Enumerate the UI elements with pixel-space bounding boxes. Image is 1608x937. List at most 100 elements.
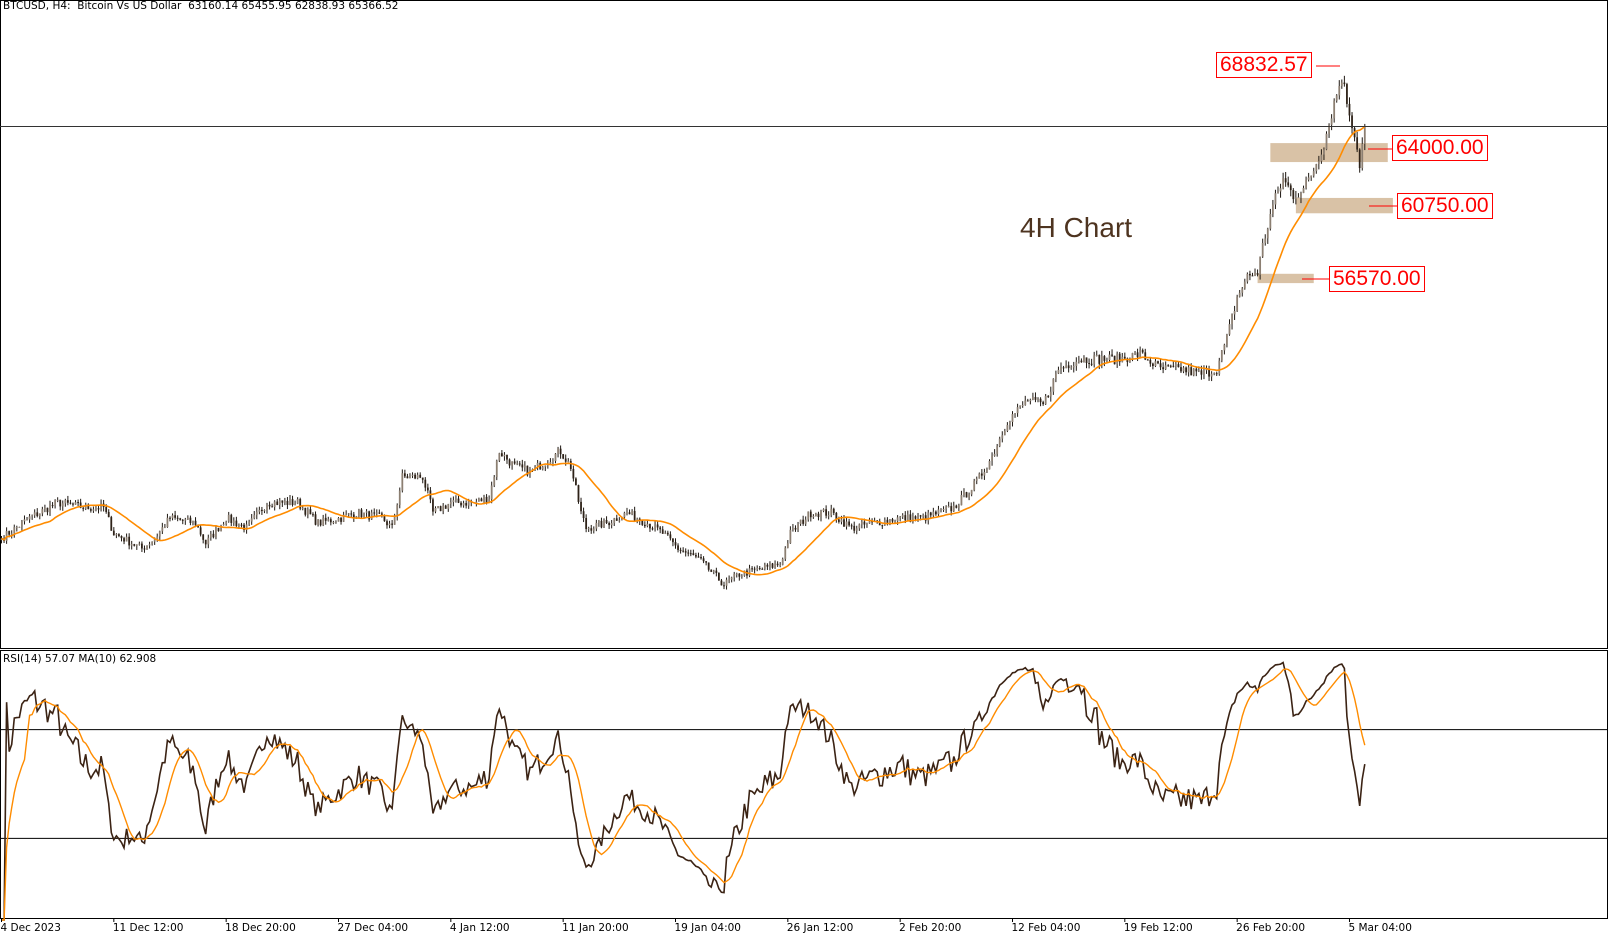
- candle-body: [1060, 367, 1062, 370]
- candle-body: [1215, 373, 1218, 375]
- candle-body: [120, 535, 123, 539]
- candle-body: [955, 505, 958, 508]
- candle-body: [312, 514, 314, 516]
- candle-body: [107, 511, 110, 518]
- candle-body: [1274, 193, 1277, 205]
- candle-body: [0, 538, 3, 541]
- candle-body: [1009, 422, 1011, 426]
- candle-body: [1077, 360, 1080, 362]
- candle-body: [181, 519, 184, 521]
- candle-body: [940, 509, 942, 511]
- rsi-panel-border: [0, 650, 1608, 919]
- candle-body: [123, 538, 125, 542]
- candle-body: [1118, 353, 1121, 363]
- candle-body: [383, 515, 386, 522]
- candle-body: [373, 512, 376, 514]
- candle-body: [1210, 373, 1213, 377]
- candle-body: [1167, 365, 1170, 367]
- candle-body: [804, 519, 807, 524]
- candle-body: [975, 478, 978, 481]
- level-label-56570: 56570.00: [1329, 266, 1425, 292]
- candle-body: [301, 507, 304, 509]
- candle-body: [1259, 256, 1262, 275]
- candle-body: [291, 499, 294, 505]
- candle-body: [358, 509, 360, 517]
- candle-body: [1231, 314, 1233, 325]
- candle-body: [1213, 373, 1216, 375]
- x-axis-tick-label: 4 Dec 2023: [0, 922, 61, 934]
- candle-body: [631, 510, 633, 515]
- rsi-moving-average-line: [1, 668, 1366, 921]
- candle-body: [485, 496, 488, 503]
- candle-body: [483, 496, 485, 502]
- candle-body: [498, 453, 501, 461]
- candle-body: [1131, 352, 1134, 360]
- candle-body: [557, 448, 559, 454]
- candle-body: [324, 517, 327, 521]
- candle-body: [51, 505, 54, 507]
- candle-body: [786, 543, 789, 548]
- candle-body: [286, 500, 289, 505]
- candle-body: [1108, 354, 1111, 361]
- candle-body: [273, 501, 276, 508]
- candle-body: [863, 521, 866, 525]
- candle-body: [636, 518, 639, 521]
- candle-body: [189, 517, 192, 523]
- candle-body: [1144, 352, 1147, 360]
- candle-body: [575, 478, 577, 486]
- candle-body: [1024, 400, 1027, 406]
- chart-annotation-title: 4H Chart: [1020, 212, 1133, 243]
- candle-body: [1317, 161, 1320, 165]
- candle-body: [595, 522, 598, 529]
- candle-body: [133, 544, 136, 546]
- candle-body: [1088, 362, 1090, 364]
- candle-body: [894, 521, 896, 523]
- candle-body: [105, 507, 108, 512]
- candle-body: [1284, 178, 1287, 183]
- candle-body: [1315, 164, 1318, 172]
- candle-body: [248, 521, 251, 525]
- candle-body: [1348, 103, 1351, 116]
- candle-body: [365, 511, 368, 513]
- candle-body: [421, 477, 424, 480]
- candle-body: [1305, 179, 1307, 188]
- candle-body: [141, 543, 143, 549]
- candle-body: [10, 533, 13, 535]
- candle-body: [590, 528, 593, 531]
- candle-body: [771, 563, 774, 568]
- candle-body: [797, 523, 799, 530]
- candle-body: [687, 552, 690, 554]
- candle-body: [1103, 356, 1106, 361]
- candle-body: [641, 520, 644, 525]
- candle-body: [23, 519, 26, 522]
- candle-body: [263, 510, 266, 512]
- candle-body: [66, 500, 69, 503]
- candle-body: [781, 558, 784, 565]
- candle-body: [409, 475, 411, 479]
- candle-body: [294, 503, 296, 505]
- candle-body: [932, 511, 935, 516]
- candle-body: [1075, 361, 1078, 367]
- candle-body: [682, 550, 685, 552]
- candle-body: [620, 517, 623, 521]
- candle-body: [970, 489, 973, 495]
- candle-body: [937, 509, 940, 515]
- candle-body: [848, 521, 850, 526]
- candle-body: [705, 561, 708, 563]
- candle-body: [1333, 100, 1336, 119]
- candle-body: [1223, 344, 1226, 351]
- candle-body: [792, 527, 794, 530]
- candle-body: [1192, 368, 1195, 376]
- x-axis-tick-label: 11 Dec 12:00: [112, 922, 184, 934]
- candle-body: [271, 506, 274, 508]
- candle-body: [1065, 365, 1068, 368]
- candle-body: [1310, 175, 1313, 178]
- candle-body: [692, 553, 695, 555]
- candle-body: [169, 517, 171, 519]
- candle-body: [649, 523, 651, 529]
- candle-body: [403, 473, 406, 477]
- candle-body: [567, 461, 570, 463]
- candle-body: [774, 563, 776, 568]
- candle-body: [784, 547, 787, 559]
